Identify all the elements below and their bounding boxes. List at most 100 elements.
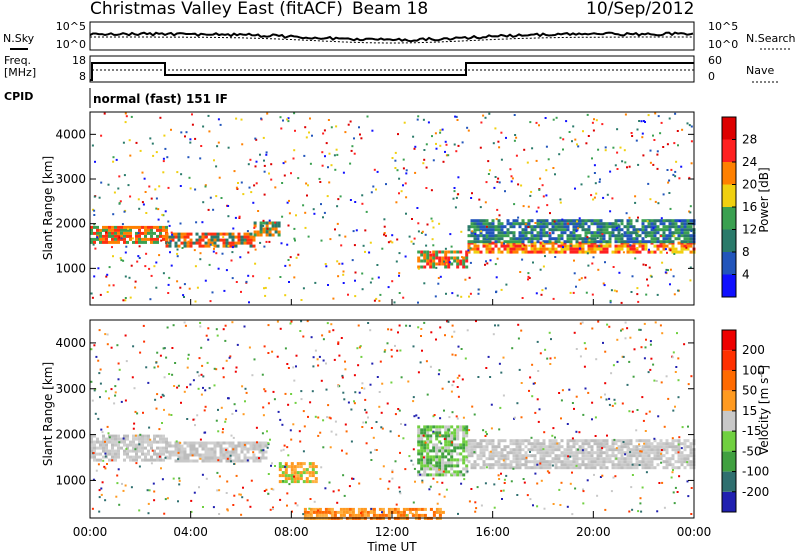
scatter-cell [659, 324, 662, 327]
data-cell [387, 510, 391, 514]
scatter-cell [312, 356, 315, 359]
data-cell [533, 466, 537, 470]
scatter-cell [405, 172, 408, 175]
scatter-cell [215, 419, 218, 422]
data-cell [689, 442, 693, 446]
data-cell [632, 463, 636, 467]
scatter-cell [361, 202, 364, 205]
data-cell [426, 434, 430, 438]
data-cell [240, 447, 244, 451]
scatter-cell [177, 384, 180, 387]
scatter-cell [144, 191, 147, 193]
scatter-cell [468, 276, 471, 279]
scatter-cell [244, 239, 246, 242]
data-cell [653, 225, 657, 229]
data-cell [417, 265, 421, 269]
scatter-cell [168, 373, 171, 375]
data-cell [521, 463, 525, 467]
data-cell [542, 219, 546, 223]
data-cell [342, 507, 346, 511]
scatter-cell [226, 457, 229, 460]
data-cell [578, 241, 582, 245]
data-cell [444, 446, 448, 450]
data-cell [629, 225, 633, 229]
data-cell [671, 454, 675, 458]
data-cell [153, 449, 156, 453]
scatter-cell [370, 459, 373, 461]
scatter-cell [360, 355, 363, 358]
data-cell [668, 234, 672, 238]
data-cell [243, 235, 247, 239]
data-cell [590, 463, 594, 467]
scatter-cell [435, 266, 438, 269]
data-cell [539, 454, 543, 458]
scatter-cell [670, 168, 673, 171]
data-cell [668, 228, 672, 232]
scatter-cell [180, 131, 183, 134]
scatter-cell [305, 182, 308, 185]
data-cell [530, 247, 534, 251]
scatter-cell [186, 418, 189, 420]
scatter-cell [438, 222, 441, 225]
data-cell [479, 219, 483, 223]
scatter-cell [123, 174, 126, 177]
data-cell [581, 225, 585, 229]
data-cell [108, 440, 111, 444]
data-cell [554, 240, 558, 244]
scatter-cell [497, 140, 500, 143]
scatter-cell [151, 449, 154, 452]
data-cell [93, 225, 96, 229]
scatter-cell [158, 455, 161, 458]
data-cell [527, 466, 531, 470]
data-cell [447, 446, 451, 450]
data-cell [482, 219, 486, 223]
data-cell [438, 455, 442, 459]
data-cell [677, 445, 681, 449]
scatter-cell [432, 159, 435, 162]
data-cell [417, 437, 421, 441]
data-cell [644, 228, 648, 232]
scatter-cell [569, 455, 572, 458]
data-cell [530, 219, 534, 223]
scatter-cell [614, 164, 617, 167]
data-cell [114, 231, 117, 235]
data-cell [432, 425, 436, 429]
scatter-cell [635, 139, 638, 142]
data-cell [237, 235, 241, 239]
scatter-cell [216, 145, 219, 148]
scatter-cell [280, 127, 283, 130]
scatter-cell [269, 508, 272, 511]
scatter-cell [669, 249, 672, 252]
data-cell [653, 237, 657, 241]
data-cell [309, 513, 313, 517]
data-cell [650, 222, 654, 226]
data-cell [677, 454, 681, 458]
data-cell [599, 442, 603, 446]
data-cell [99, 458, 102, 462]
data-cell [605, 240, 609, 244]
data-cell [506, 454, 510, 458]
scatter-cell [300, 390, 303, 393]
scatter-cell [475, 507, 478, 510]
scatter-cell [516, 494, 519, 496]
scatter-cell [519, 271, 522, 273]
scatter-cell [477, 288, 480, 291]
data-cell [476, 228, 480, 232]
data-cell [246, 238, 250, 242]
scatter-cell [417, 222, 420, 225]
scatter-cell [558, 392, 561, 394]
data-cell [668, 237, 672, 241]
scatter-cell [334, 228, 336, 231]
scatter-cell [189, 138, 192, 141]
scatter-cell [106, 273, 109, 276]
data-cell [318, 513, 322, 517]
scatter-cell [387, 328, 390, 331]
data-cell [584, 228, 588, 232]
data-cell [249, 238, 253, 242]
scatter-cell [540, 293, 543, 296]
scatter-cell [247, 274, 250, 277]
scatter-cell [477, 376, 480, 378]
scatter-cell [121, 482, 123, 485]
data-cell [530, 442, 534, 446]
scatter-cell [252, 451, 255, 454]
